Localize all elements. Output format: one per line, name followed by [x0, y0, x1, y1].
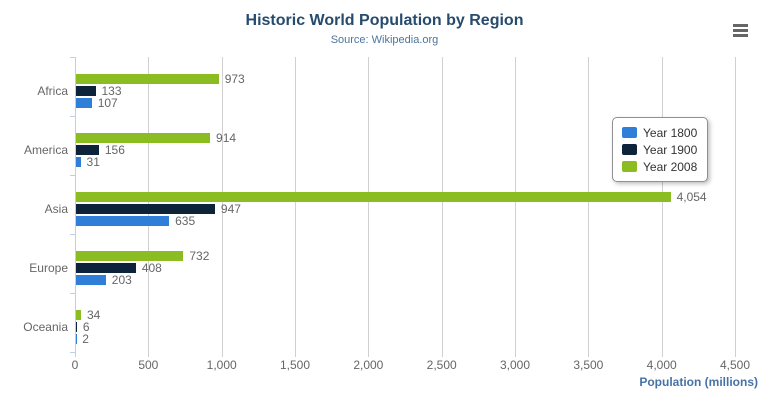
category-axis-line [75, 57, 76, 357]
bar-year-1800-africa[interactable] [76, 98, 92, 108]
hamburger-line [733, 24, 748, 27]
legend: Year 1800 Year 1900 Year 2008 [612, 117, 709, 182]
data-label-year-2008-america: 914 [216, 131, 237, 145]
gridline [735, 57, 736, 352]
data-label-year-1900-africa: 133 [101, 84, 122, 98]
category-label-asia: Asia [44, 202, 68, 216]
bar-year-2008-europe[interactable] [76, 251, 184, 261]
value-axis-label: 3,000 [499, 358, 531, 372]
category-label-oceania: Oceania [23, 320, 68, 334]
gridline [441, 57, 443, 352]
bar-year-1900-europe[interactable] [76, 263, 136, 273]
value-axis-label: 1,500 [279, 358, 311, 372]
data-label-year-1900-america: 156 [104, 143, 125, 157]
gridline [368, 57, 370, 352]
bar-year-1900-africa[interactable] [76, 86, 96, 96]
hamburger-menu-icon[interactable] [731, 22, 752, 42]
value-axis-label: 4,500 [719, 358, 751, 372]
data-label-year-1900-asia: 947 [220, 202, 241, 216]
gridline [295, 57, 296, 352]
value-axis-tick [221, 352, 223, 357]
data-label-year-1900-europe: 408 [141, 261, 162, 275]
chart-subtitle: Source: Wikipedia.org [330, 34, 439, 46]
bar-year-2008-africa[interactable] [76, 74, 219, 84]
value-axis-tick [295, 352, 296, 357]
value-axis-label: 4,000 [646, 358, 677, 372]
category-axis-tick [70, 175, 75, 176]
value-axis-label: 0 [71, 358, 79, 372]
legend-item-year-1800[interactable]: Year 1800 [622, 124, 697, 141]
hamburger-line [733, 34, 748, 37]
bar-year-1900-america[interactable] [76, 145, 99, 155]
gridline [221, 57, 223, 352]
bar-year-2008-america[interactable] [76, 133, 211, 143]
data-label-year-1800-africa: 107 [97, 96, 118, 110]
data-label-year-2008-asia: 4,054 [676, 190, 707, 204]
category-axis-tick [70, 352, 75, 353]
data-label-year-1900-oceania: 6 [82, 320, 90, 334]
category-label-europe: Europe [29, 261, 68, 275]
bar-year-1800-asia[interactable] [76, 216, 170, 226]
category-axis-tick [70, 293, 75, 294]
value-axis-tick [588, 352, 590, 357]
legend-item-year-1900[interactable]: Year 1900 [622, 141, 697, 158]
bar-year-2008-oceania[interactable] [76, 310, 81, 320]
legend-label: Year 1800 [643, 125, 698, 140]
data-label-year-2008-africa: 973 [224, 72, 245, 86]
legend-item-year-2008[interactable]: Year 2008 [622, 158, 697, 175]
data-label-year-1800-america: 31 [86, 155, 100, 169]
value-axis-label: 3,500 [573, 358, 604, 372]
bar-year-1800-europe[interactable] [76, 275, 106, 285]
plot-area: 973 133 107 914 156 31 4,054 947 635 732 408 203 34 6… [70, 57, 736, 357]
chart-title: Historic World Population by Region [245, 12, 524, 29]
value-axis-tick [148, 352, 150, 357]
data-label-year-2008-europe: 732 [189, 249, 210, 263]
bar-year-1900-oceania[interactable] [76, 322, 77, 332]
x-axis-title: Population (millions) [639, 375, 758, 389]
bar-year-1900-asia[interactable] [76, 204, 215, 214]
gridline [661, 57, 663, 352]
gridline [515, 57, 516, 352]
value-axis-tick [441, 352, 443, 357]
value-axis-label: 500 [138, 358, 159, 372]
value-axis-tick [735, 352, 736, 357]
value-axis-label: 2,000 [353, 358, 384, 372]
legend-label: Year 1900 [643, 142, 698, 157]
legend-swatch-year-1800 [622, 127, 637, 138]
data-label-year-1800-europe: 203 [111, 273, 132, 287]
legend-swatch-year-2008 [622, 161, 637, 172]
legend-label: Year 2008 [643, 159, 698, 174]
bar-year-1800-america[interactable] [76, 157, 81, 167]
value-axis-label: 1,000 [206, 358, 237, 372]
category-axis-tick [70, 116, 75, 117]
category-label-america: America [23, 143, 68, 157]
value-axis-tick [368, 352, 370, 357]
bar-year-2008-asia[interactable] [76, 192, 671, 202]
legend-swatch-year-1900 [622, 144, 637, 155]
category-axis-tick [70, 57, 75, 58]
category-axis-tick [70, 234, 75, 235]
value-axis-label: 2,500 [426, 358, 457, 372]
gridline [588, 57, 590, 352]
value-axis-tick [661, 352, 663, 357]
data-label-year-1800-oceania: 2 [82, 332, 89, 346]
hamburger-line [733, 29, 748, 32]
value-axis-tick [515, 352, 516, 357]
data-label-year-2008-oceania: 34 [86, 308, 101, 322]
data-label-year-1800-asia: 635 [175, 214, 196, 228]
category-label-africa: Africa [37, 84, 68, 98]
